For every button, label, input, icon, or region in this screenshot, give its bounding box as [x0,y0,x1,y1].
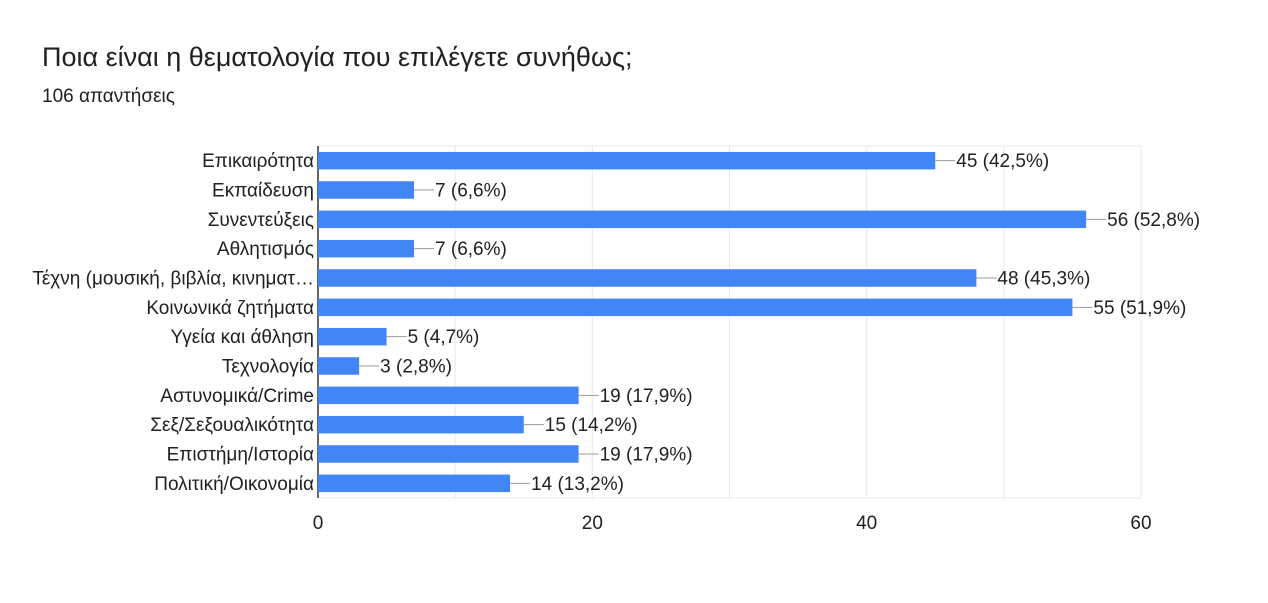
data-label: 45 (42,5%) [956,151,1049,172]
category-label: Υγεία και άθληση [170,327,314,348]
category-label: Πολιτική/Οικονομία [154,474,314,495]
data-label: 48 (45,3%) [997,269,1090,290]
bars [318,151,1087,493]
data-label: 7 (6,6%) [435,239,507,260]
bar [318,474,511,493]
response-count: 106 απαντήσεις [42,86,175,107]
bar [318,298,1073,317]
data-label: 3 (2,8%) [380,357,452,378]
bar [318,151,936,170]
x-tick-label: 20 [582,513,603,534]
x-axis-ticks: 0 20 40 60 [313,513,1152,534]
gridlines [317,145,1142,499]
bar [318,386,579,405]
bar [318,239,415,258]
category-label: Σεξ/Σεξουαλικότητα [150,415,314,436]
category-label: Επικαιρότητα [202,151,314,172]
bar [318,269,977,287]
data-label: 55 (51,9%) [1093,298,1186,319]
data-label: 19 (17,9%) [600,445,693,466]
x-tick-label: 0 [313,513,324,534]
category-label: Αστυνομικά/Crime [160,386,314,407]
category-label: Εκπαίδευση [212,181,314,202]
data-label: 15 (14,2%) [545,415,638,436]
data-label: 56 (52,8%) [1107,210,1200,231]
chart-title: Ποια είναι η θεματολογία που επιλέγετε σ… [42,42,633,72]
data-label: 14 (13,2%) [531,474,624,495]
category-label: Κοινωνικά ζητήματα [146,298,314,319]
category-label: Τέχνη (μουσική, βιβλία, κινηματ… [32,269,314,290]
data-label: 7 (6,6%) [435,181,507,202]
bar [318,327,387,346]
bar [318,445,579,463]
bar [318,181,415,199]
category-labels: Επικαιρότητα Εκπαίδευση Συνεντεύξεις Αθλητι… [32,151,314,495]
data-label: 5 (4,7%) [408,327,480,348]
bar [318,210,1087,229]
bar [318,415,524,434]
category-label: Αθλητισμός [217,239,314,260]
category-label: Επιστήμη/Ιστορία [167,445,314,466]
data-labels: 45 (42,5%) 7 (6,6%) 56 (52,8%) 7 (6,6%) 48 (… [359,151,1200,495]
bar [318,357,360,375]
category-label: Τεχνολογία [222,357,314,378]
x-tick-label: 60 [1130,513,1151,534]
x-tick-label: 40 [856,513,877,534]
data-label: 19 (17,9%) [600,386,693,407]
category-label: Συνεντεύξεις [208,210,314,231]
